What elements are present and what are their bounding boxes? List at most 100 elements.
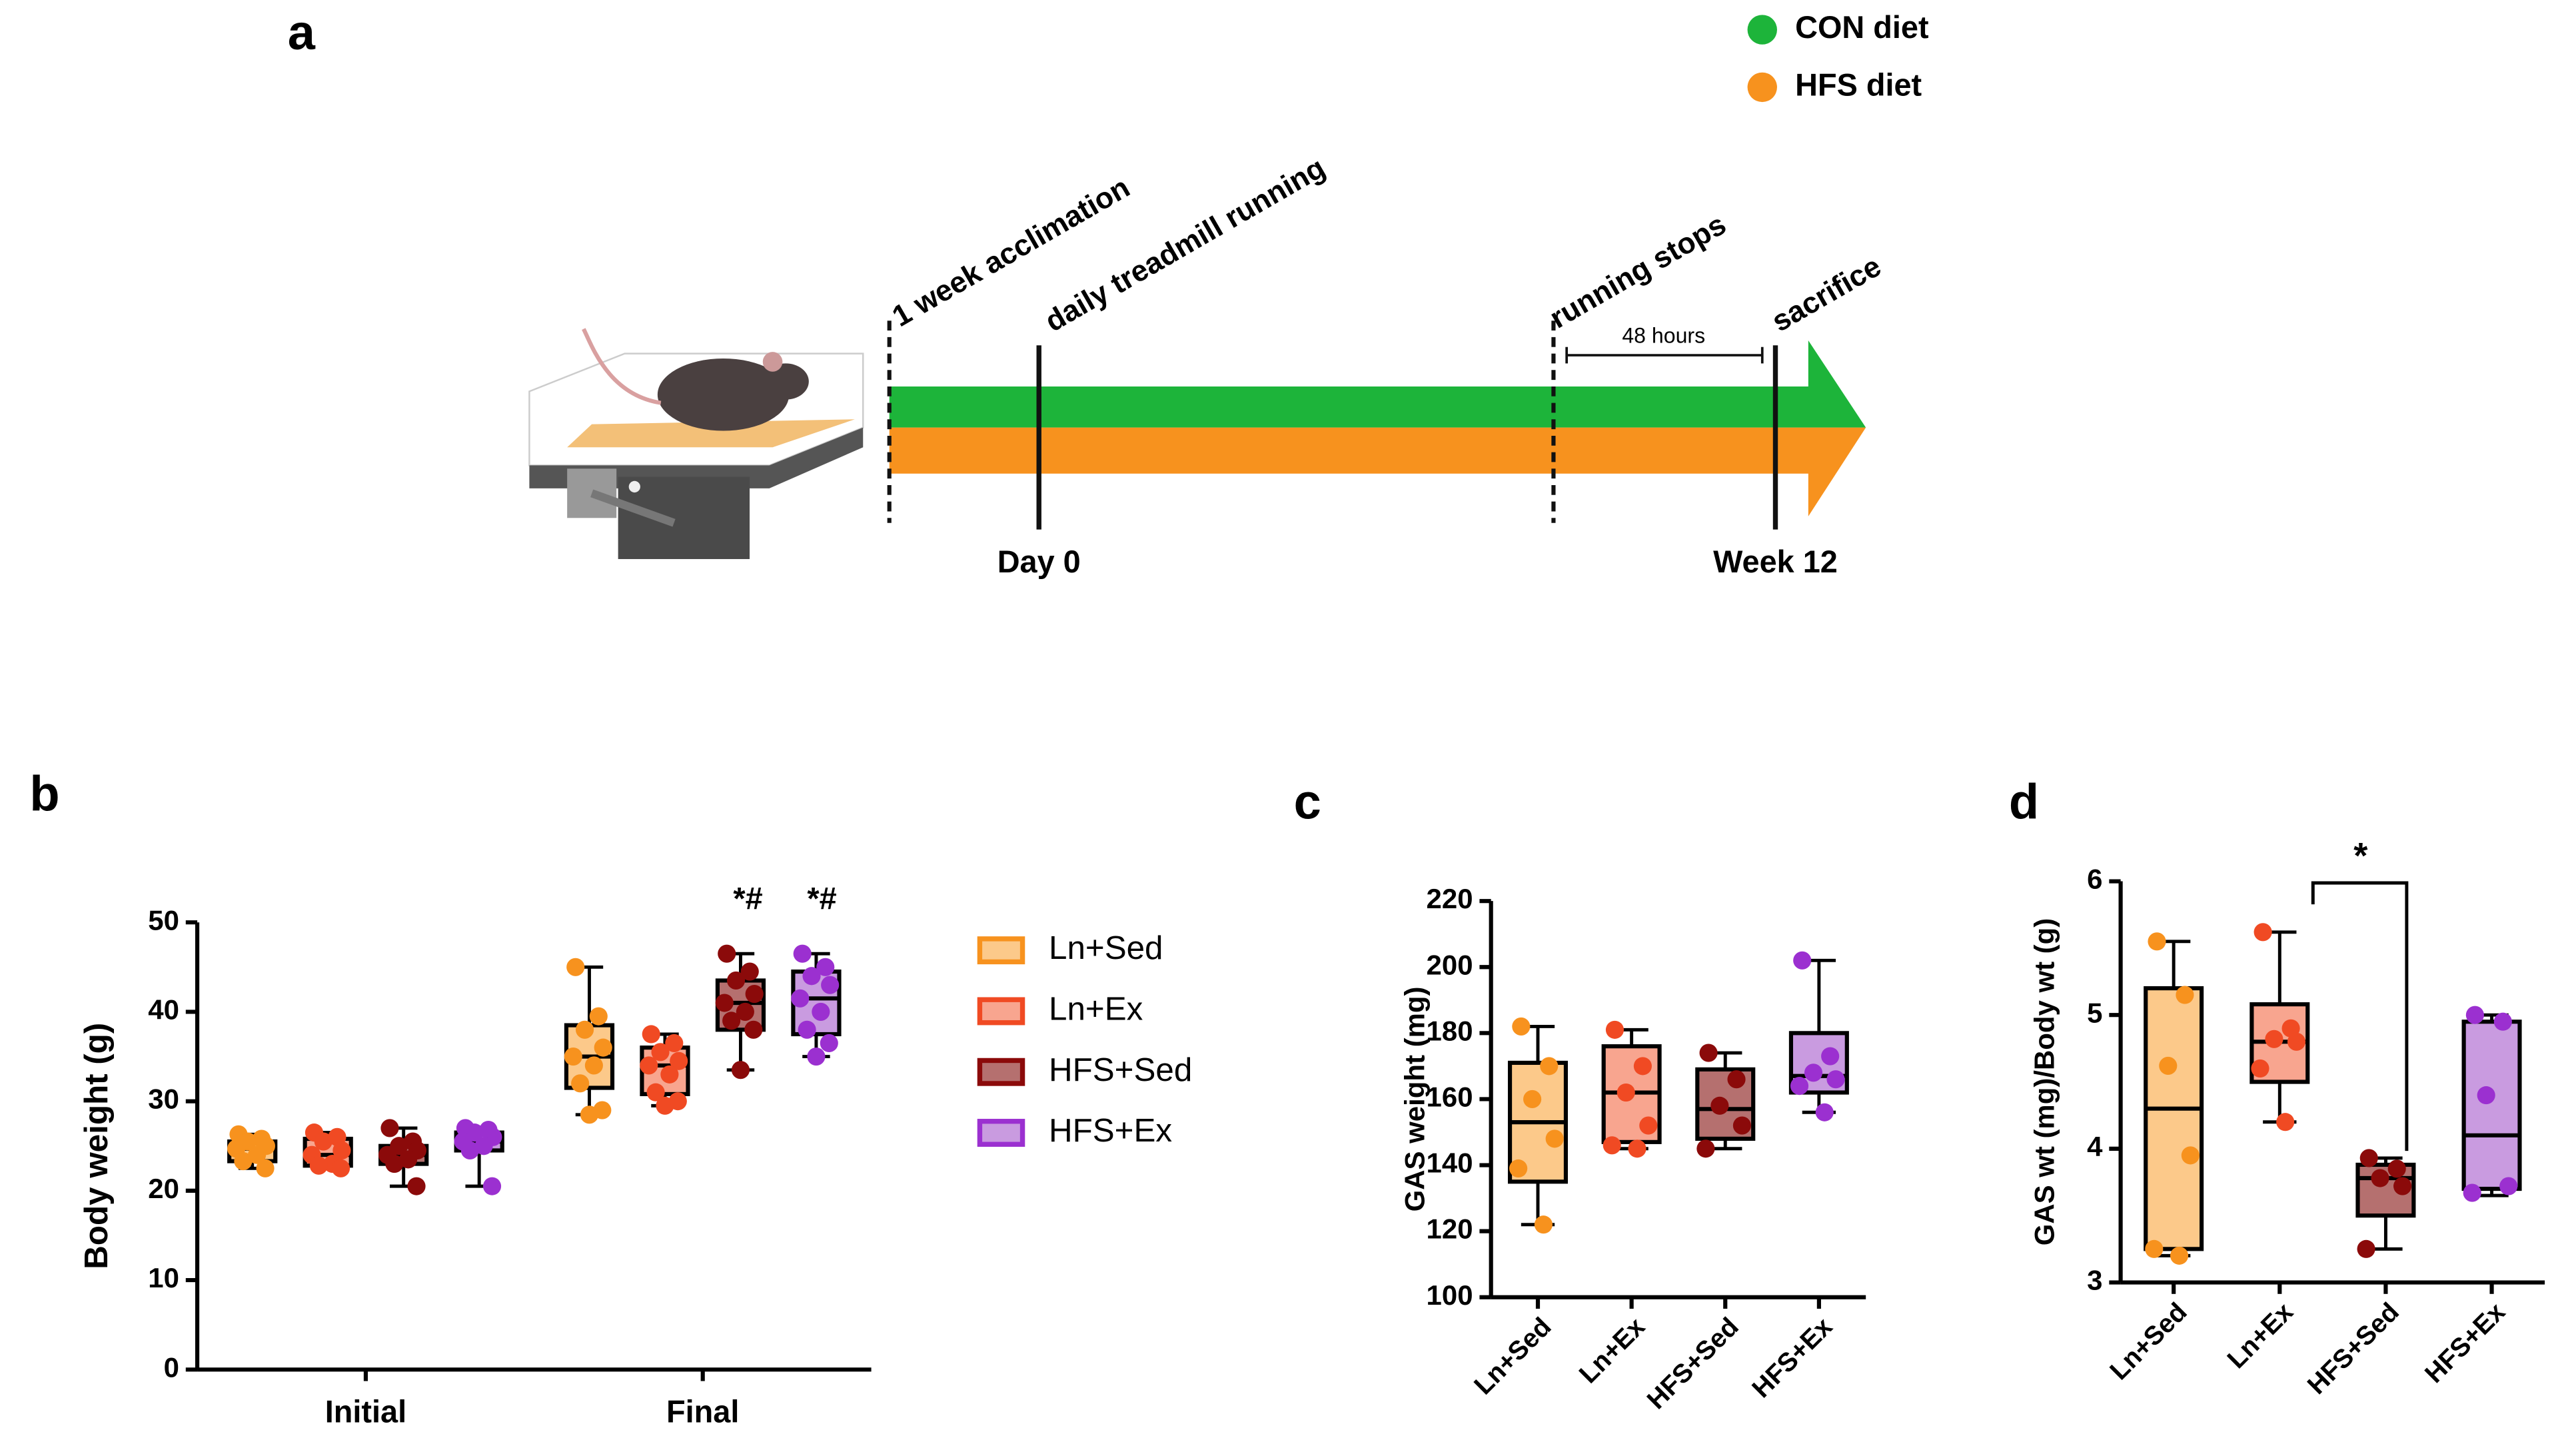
box (2144, 986, 2204, 1251)
data-point (2357, 1239, 2375, 1258)
data-point (2254, 923, 2272, 942)
y-tick-label: 200 (1427, 949, 1473, 980)
x-tick-label: Ln+Ex (2222, 1297, 2299, 1375)
y-tick-label: 50 (148, 904, 179, 936)
data-point (2176, 986, 2194, 1004)
data-point (640, 1056, 658, 1075)
data-point (816, 958, 835, 976)
data-point (385, 1155, 404, 1173)
data-point (1804, 1064, 1823, 1082)
data-point (798, 1020, 816, 1039)
data-point (331, 1159, 350, 1177)
data-point (584, 1056, 603, 1075)
data-point (736, 1002, 754, 1022)
x-tick-label: Ln+Ex (1574, 1312, 1651, 1389)
data-point (2465, 1006, 2484, 1024)
significance-label: * (2353, 835, 2368, 876)
legend-swatch (977, 1119, 1025, 1147)
data-point (2265, 1030, 2283, 1048)
y-axis-label: GAS weight (mg) (1399, 987, 1431, 1212)
y-tick-label: 180 (1427, 1015, 1473, 1046)
legend-label: HFS+Sed (1049, 1052, 1192, 1088)
y-tick-label: 40 (148, 994, 179, 1026)
data-point (1790, 1077, 1809, 1095)
data-point (722, 1012, 741, 1030)
legend-label: HFS diet (1795, 67, 1922, 102)
data-point (314, 1132, 332, 1151)
timeline-label: running stops (1545, 208, 1732, 335)
data-point (802, 967, 821, 986)
data-point (1534, 1215, 1553, 1234)
data-point (407, 1177, 426, 1195)
y-tick-label: 0 (164, 1351, 179, 1383)
y-tick-label: 5 (2087, 997, 2102, 1028)
y-tick-label: 3 (2087, 1265, 2102, 1296)
data-point (744, 1020, 763, 1039)
data-point (807, 1047, 826, 1066)
box (2461, 1020, 2522, 1191)
data-point (791, 989, 810, 1008)
data-point (594, 1038, 612, 1057)
x-tick-label: Initial (325, 1394, 406, 1429)
data-point (380, 1119, 399, 1137)
data-point (1699, 1044, 1718, 1062)
data-point (256, 1159, 275, 1177)
data-point (571, 1074, 590, 1093)
timeline-label: sacrifice (1766, 250, 1887, 339)
panel-letter: c (1294, 774, 1321, 830)
data-point (651, 1043, 670, 1062)
data-point (580, 1105, 599, 1124)
data-point (1727, 1070, 1746, 1089)
legend-swatch (977, 936, 1025, 965)
data-point (2371, 1169, 2389, 1187)
x-tick-label: Ln+Sed (2104, 1297, 2193, 1386)
data-point (646, 1083, 665, 1101)
panel-letter: a (288, 5, 316, 60)
data-point (1512, 1017, 1531, 1036)
y-tick-label: 100 (1427, 1279, 1473, 1311)
data-point (2287, 1032, 2306, 1051)
treadmill-illustration (528, 328, 864, 559)
data-point (566, 958, 585, 976)
legend-label: HFS+Ex (1049, 1112, 1172, 1149)
data-point (2463, 1183, 2481, 1202)
legend-label: Ln+Sed (1049, 930, 1163, 966)
data-point (332, 1141, 351, 1160)
y-tick-label: 220 (1427, 883, 1473, 914)
data-point (812, 1002, 830, 1022)
legend-swatch (977, 1058, 1025, 1086)
data-point (575, 1020, 594, 1039)
data-point (665, 1034, 684, 1052)
data-point (1732, 1116, 1751, 1135)
data-point (234, 1152, 253, 1171)
y-tick-label: 20 (148, 1173, 179, 1204)
data-point (2387, 1159, 2406, 1178)
y-tick-label: 6 (2087, 864, 2102, 895)
y-tick-label: 10 (148, 1262, 179, 1293)
data-point (248, 1145, 267, 1164)
data-point (2276, 1113, 2295, 1131)
data-point (670, 1052, 688, 1070)
data-point (2477, 1086, 2495, 1105)
x-tick-label: HFS+Ex (2419, 1297, 2511, 1389)
data-point (660, 1065, 679, 1083)
data-point (1696, 1139, 1715, 1158)
data-point (1603, 1136, 1621, 1155)
legend-dot (1747, 72, 1777, 103)
data-point (2170, 1246, 2189, 1265)
data-point (2251, 1059, 2269, 1078)
legend-label: Ln+Ex (1049, 990, 1143, 1027)
x-tick-label: HFS+Sed (1641, 1312, 1744, 1415)
timeline-start: Day 0 (997, 544, 1081, 579)
data-point (482, 1177, 502, 1195)
significance-label: *# (807, 882, 836, 916)
con-diet-arrow (889, 340, 1866, 428)
data-point (731, 1061, 750, 1080)
y-axis-label: Body weight (g) (78, 1023, 115, 1269)
y-tick-label: 120 (1427, 1213, 1473, 1245)
data-point (821, 976, 840, 994)
data-point (1509, 1159, 1528, 1178)
data-point (740, 962, 759, 981)
y-tick-label: 4 (2087, 1131, 2103, 1162)
data-point (2145, 1239, 2164, 1258)
